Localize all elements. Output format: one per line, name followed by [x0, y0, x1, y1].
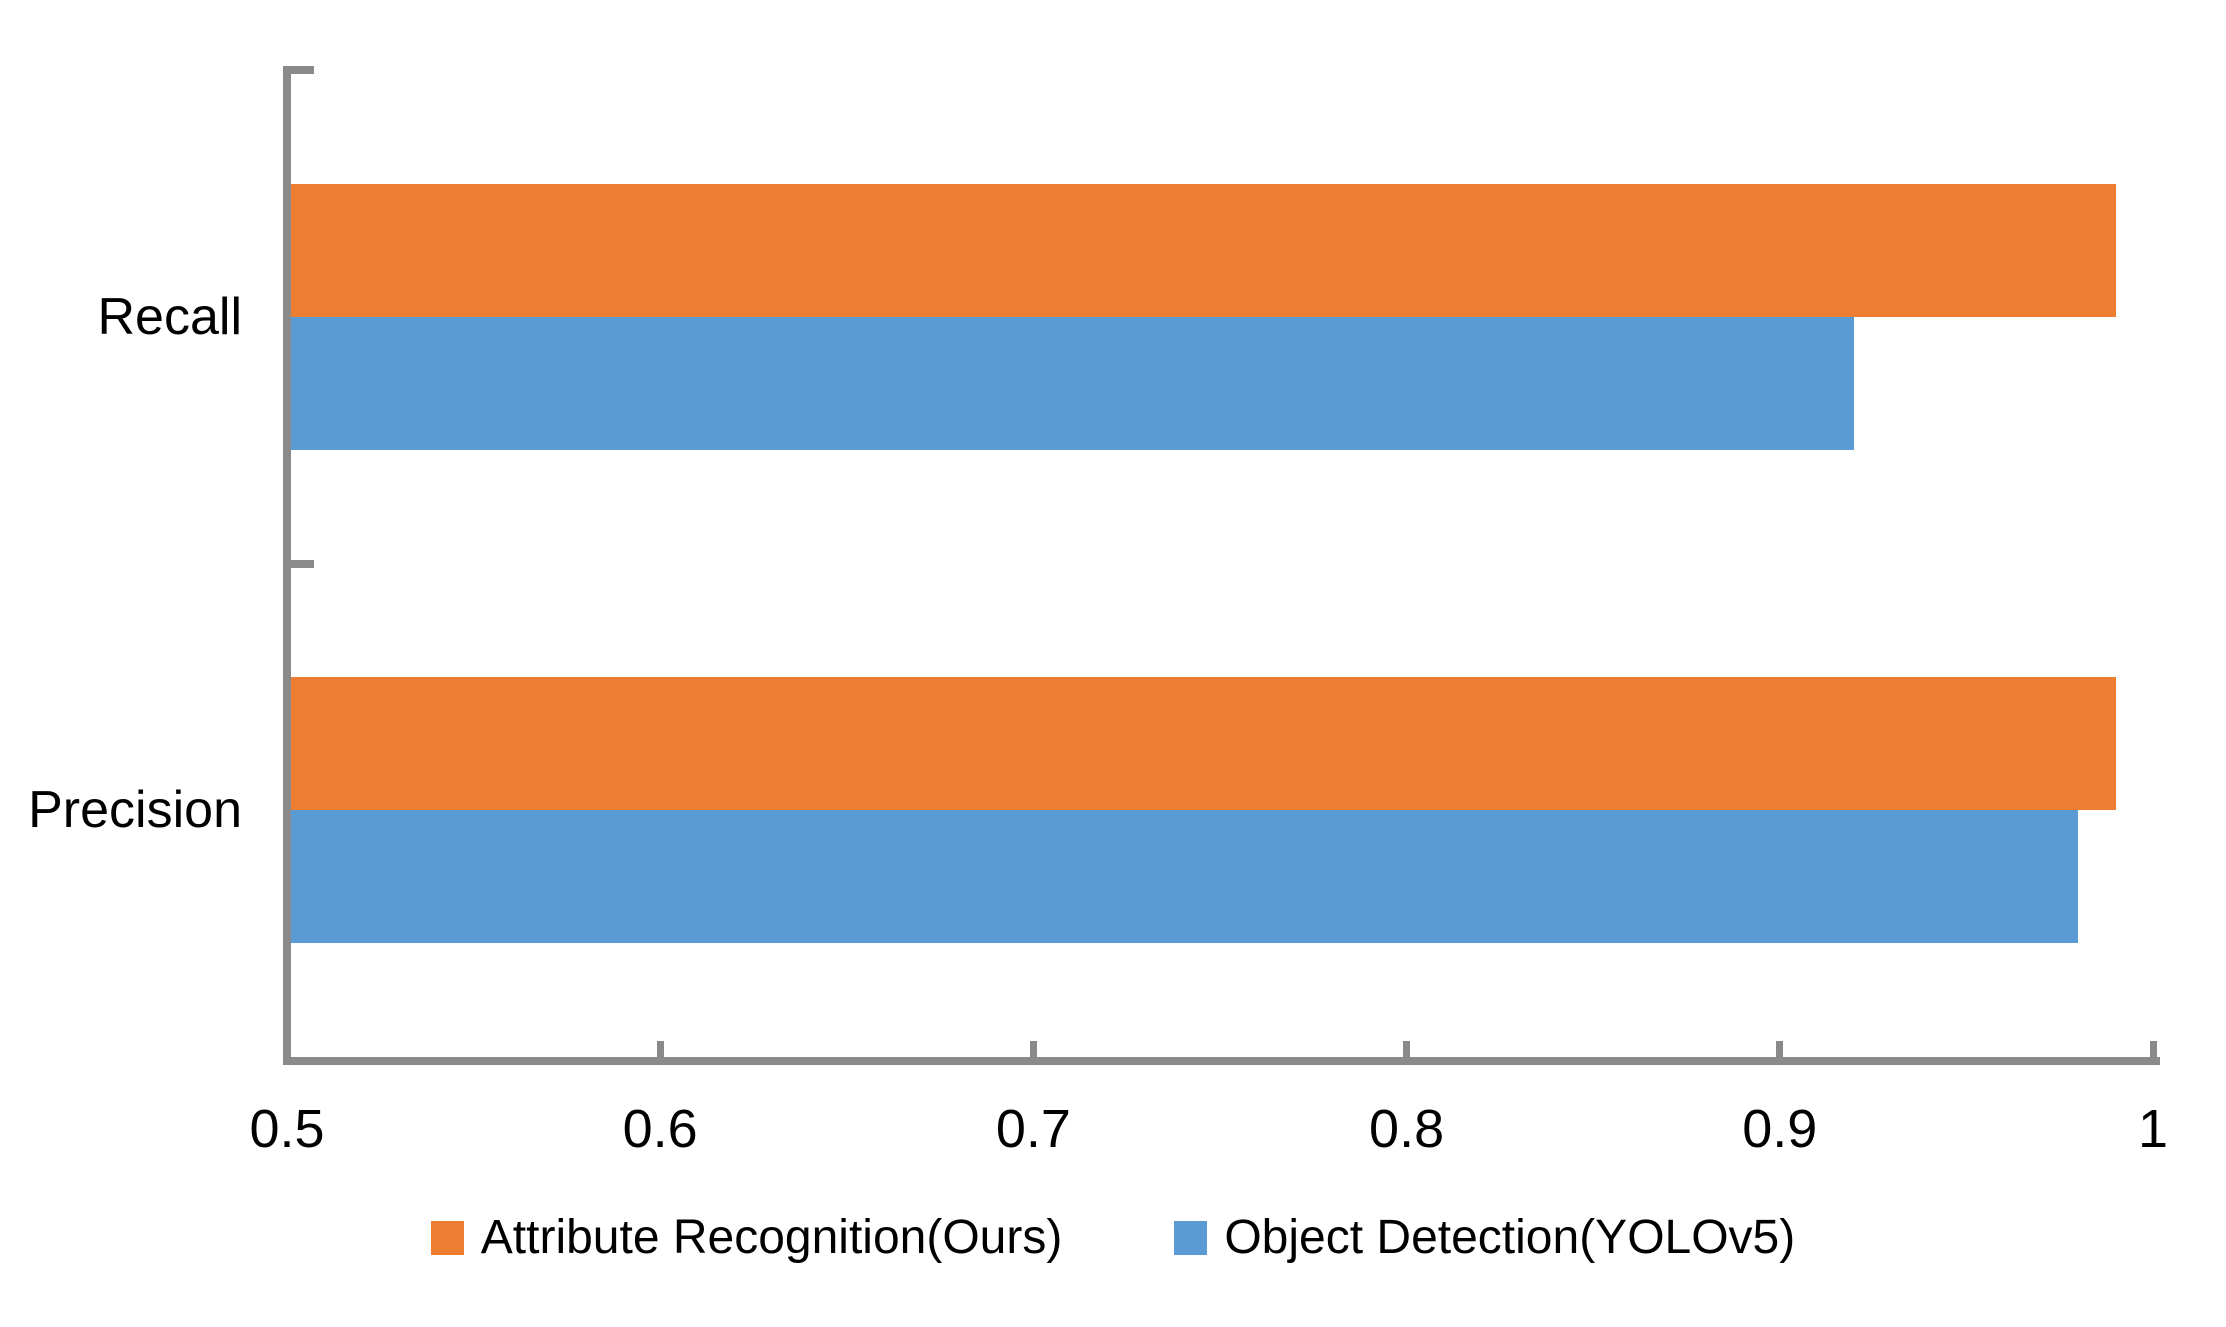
- chart-legend: Attribute Recognition(Ours) Object Detect…: [0, 1212, 2226, 1264]
- legend-item-object-detection-yolov5: Object Detection(YOLOv5): [1174, 1212, 1795, 1264]
- category-label-recall: Recall: [97, 287, 243, 346]
- y-axis-category-tick: [291, 66, 314, 74]
- x-axis-tick: [1029, 1041, 1037, 1057]
- x-axis-tick: [2149, 1041, 2157, 1057]
- x-axis-tick: [1776, 1041, 1784, 1057]
- x-axis-tick: [656, 1041, 664, 1057]
- x-tick-label: 0.6: [622, 1099, 698, 1159]
- x-tick-label: 0.7: [995, 1099, 1071, 1159]
- legend-swatch-icon: [1174, 1221, 1208, 1255]
- category-label-precision: Precision: [28, 781, 242, 840]
- legend-swatch-icon: [430, 1221, 464, 1255]
- legend-label: Attribute Recognition(Ours): [480, 1211, 1063, 1264]
- y-axis-line: [283, 66, 291, 1065]
- y-axis-category-tick: [291, 559, 314, 568]
- x-axis-line: [283, 1057, 2160, 1065]
- x-tick-label: 0.9: [1742, 1099, 1818, 1159]
- x-tick-label: 0.8: [1369, 1099, 1445, 1159]
- bar-recall-object-detection-yolov5: [287, 316, 1855, 450]
- bar-recall-attribute-recognition-ours: [287, 183, 2116, 317]
- bar-precision-attribute-recognition-ours: [287, 677, 2116, 811]
- bar-precision-object-detection-yolov5: [287, 810, 2079, 944]
- x-axis-tick: [1403, 1041, 1411, 1057]
- legend-item-attribute-recognition-ours: Attribute Recognition(Ours): [430, 1211, 1063, 1264]
- legend-label: Object Detection(YOLOv5): [1224, 1211, 1796, 1264]
- x-tick-label: 0.5: [249, 1099, 325, 1159]
- x-tick-label: 1: [2137, 1099, 2169, 1159]
